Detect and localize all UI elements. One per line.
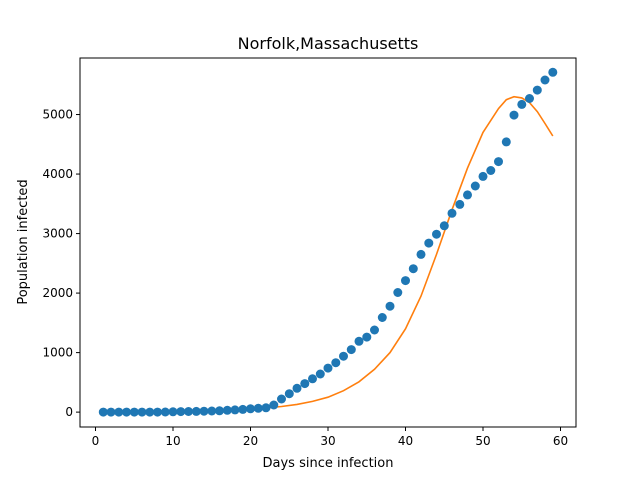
y-axis-ticks: 0 1000 2000 3000 4000 5000 [42,108,80,419]
data-points-group [98,67,558,417]
plot-area [98,67,558,417]
x-axis-label: Days since infection [263,456,394,471]
data-point [385,301,395,311]
data-point [439,221,449,231]
data-point [370,325,379,335]
data-point [269,400,279,410]
data-point [129,407,139,417]
x-tick-label: 60 [553,434,568,448]
data-point [494,157,503,167]
data-point [331,358,341,368]
data-point [339,351,348,361]
data-point [408,264,418,274]
data-point [509,110,519,120]
x-tick-label: 50 [475,434,490,448]
data-point [377,313,387,322]
data-point [284,389,294,399]
data-point [253,403,263,413]
data-point [261,403,271,413]
data-point [160,407,170,417]
data-point [517,99,527,109]
data-point [277,394,286,404]
data-point [184,407,193,416]
data-point [432,229,441,239]
data-point [122,407,131,417]
y-axis-label: Population infected [16,179,31,304]
y-tick-label: 5000 [42,108,73,122]
data-point [315,369,325,379]
y-tick-label: 4000 [42,167,73,181]
x-tick-label: 20 [243,434,258,448]
data-point [300,379,310,389]
data-point [191,406,201,416]
data-point [362,332,372,342]
data-point [238,404,248,414]
data-point [401,276,410,286]
y-tick-label: 0 [65,405,73,419]
data-point [199,406,209,416]
data-point [346,345,356,355]
data-point [486,166,496,175]
data-point [416,249,426,259]
x-tick-label: 10 [165,434,180,448]
data-point [246,404,255,414]
data-point [548,67,558,77]
data-point [207,406,217,416]
x-tick-label: 30 [320,434,335,448]
data-point [106,407,116,417]
data-point [292,383,302,393]
data-point [145,407,155,417]
y-tick-label: 2000 [42,286,73,300]
data-point [215,406,224,416]
x-tick-label: 0 [92,434,100,448]
data-point [447,208,457,218]
data-point [222,405,232,415]
data-point [98,407,108,417]
data-point [463,190,472,200]
data-point [478,171,488,181]
x-axis-ticks: 0 10 20 30 40 50 60 [92,427,568,448]
y-tick-label: 1000 [42,346,73,360]
chart-title: Norfolk,Massachusetts [238,34,419,53]
data-point [114,407,124,417]
data-point [308,374,317,384]
y-tick-label: 3000 [42,227,73,241]
data-point [323,363,333,373]
data-point [230,405,240,415]
data-point [424,238,434,248]
data-point [168,407,178,417]
data-point [532,85,542,95]
data-point [455,199,465,209]
data-point [501,137,511,147]
data-point [393,288,403,297]
data-point [153,407,162,417]
data-point [540,75,550,85]
data-point [470,181,480,191]
data-point [137,407,147,417]
data-point [525,94,534,103]
x-tick-label: 40 [398,434,413,448]
data-point [354,336,364,346]
data-point [176,407,186,417]
